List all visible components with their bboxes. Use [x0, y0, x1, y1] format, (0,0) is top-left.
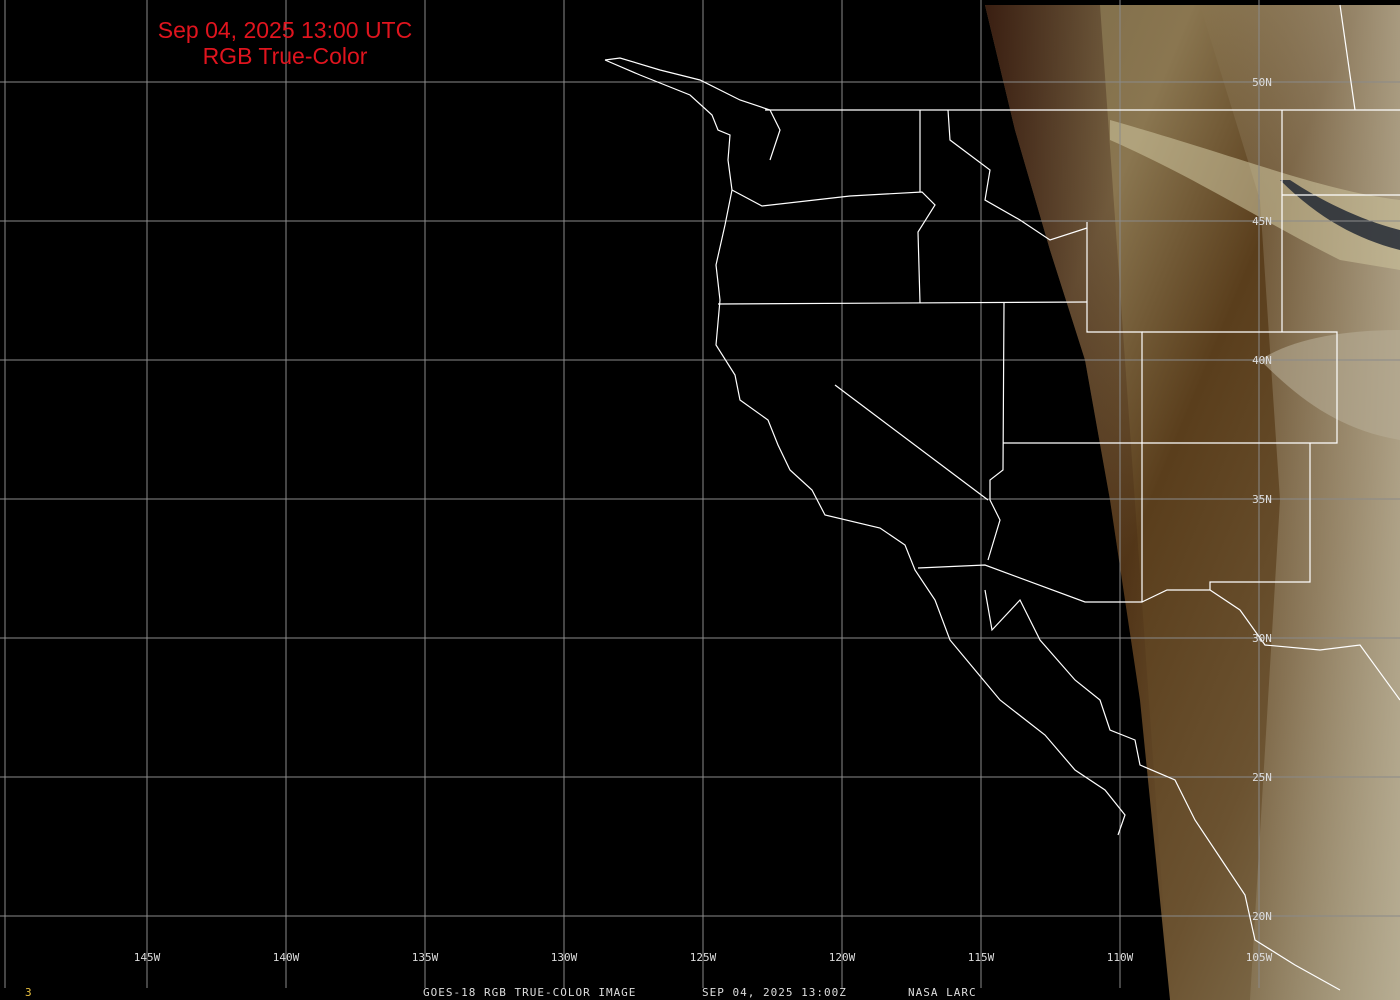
latitude-label: 20N [1252, 910, 1272, 923]
footer-datetime: SEP 04, 2025 13:00Z [702, 986, 847, 999]
latitude-label: 45N [1252, 215, 1272, 228]
latitude-label: 50N [1252, 76, 1272, 89]
longitude-label: 110W [1107, 951, 1134, 964]
coastline-pacific [604, 59, 1126, 836]
longitude-label: 105W [1246, 951, 1273, 964]
satellite-imagery [985, 5, 1400, 1000]
latitude-label: 30N [1252, 632, 1272, 645]
longitude-label: 125W [690, 951, 717, 964]
frame-number: 3 [25, 986, 33, 999]
longitude-label: 120W [829, 951, 856, 964]
footer-caption: GOES-18 RGB TRUE-COLOR IMAGE [423, 986, 637, 999]
latitude-label: 40N [1252, 354, 1272, 367]
longitude-label: 145W [134, 951, 161, 964]
longitude-label: 115W [968, 951, 995, 964]
coastline-vancouver [604, 57, 781, 161]
political-borders [604, 4, 1400, 991]
border-nm [1209, 443, 1311, 590]
longitude-label: 130W [551, 951, 578, 964]
footer-credit: NASA LARC [908, 986, 977, 999]
longitude-label: 140W [273, 951, 300, 964]
title-datetime: Sep 04, 2025 13:00 UTC [157, 17, 413, 43]
title-product: RGB True-Color [202, 43, 368, 69]
latitude-label: 25N [1252, 771, 1272, 784]
latitude-label: 35N [1252, 493, 1272, 506]
border-idaho-east [947, 109, 1088, 241]
border-ca-nv [834, 384, 989, 501]
border-4corners [1003, 331, 1338, 444]
border-wa-or [731, 189, 936, 304]
border-nevada-east [987, 302, 1005, 561]
longitude-labels: 145W 140W 135W 130W 125W 120W 115W 110W 105W [134, 951, 1273, 964]
border-canada-prov [1339, 4, 1356, 111]
latitude-labels: 50N 45N 40N 35N 30N 25N 20N [1252, 76, 1272, 923]
coastline-mainland [984, 589, 1341, 991]
border-utah [1086, 222, 1143, 602]
longitude-label: 135W [412, 951, 439, 964]
border-or-south [717, 301, 1088, 305]
